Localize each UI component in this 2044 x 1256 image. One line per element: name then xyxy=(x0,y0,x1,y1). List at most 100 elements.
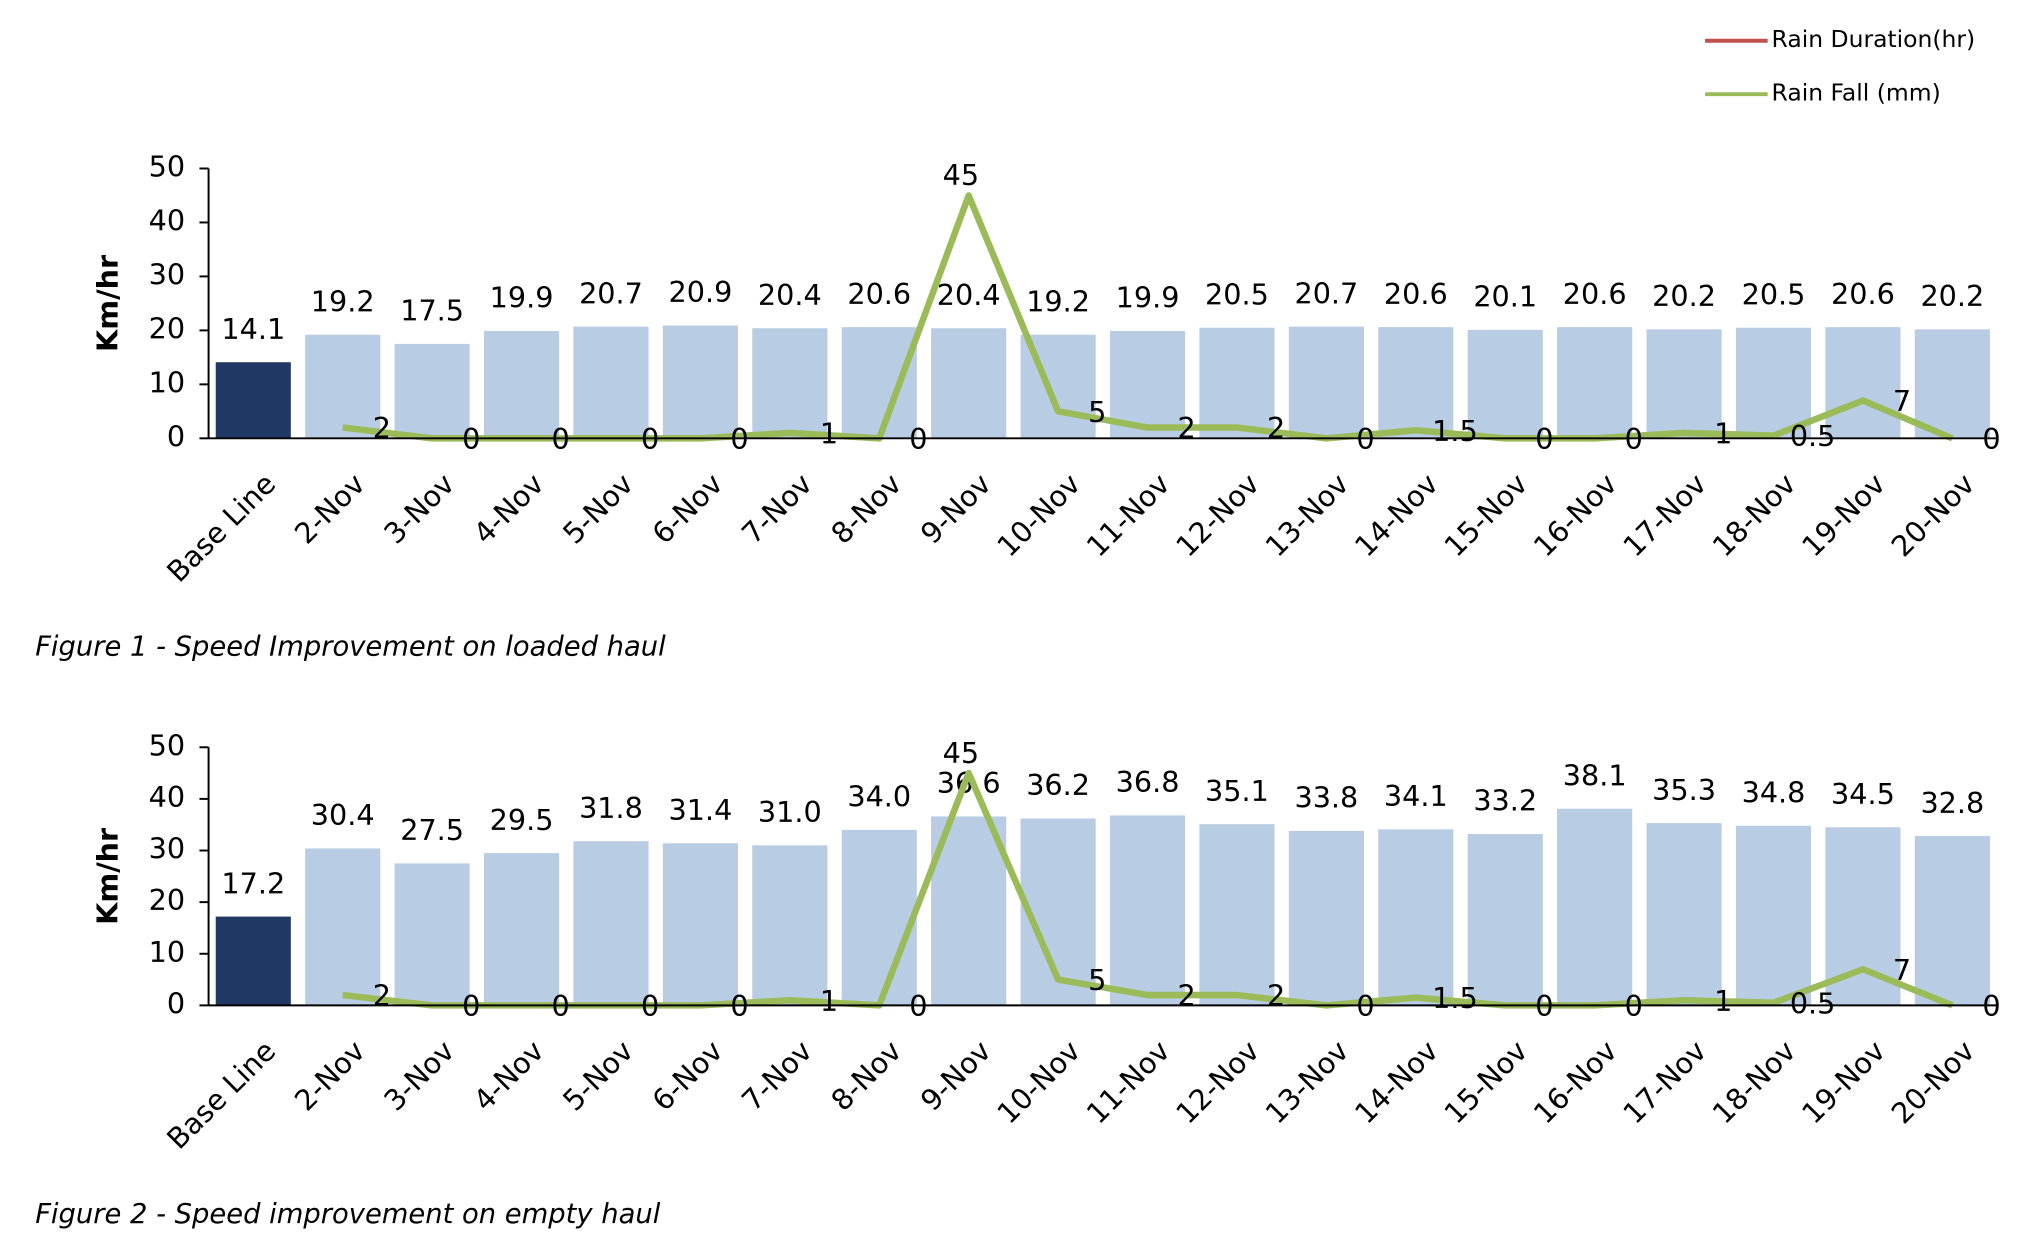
bar-value-label: 30.4 xyxy=(311,798,375,832)
x-tick-label: 14-Nov xyxy=(1348,467,1445,564)
rainfall-label: 2 xyxy=(1267,979,1285,1013)
x-tick-label: 2-Nov xyxy=(288,1034,372,1118)
y-tick-label: 0 xyxy=(167,986,185,1020)
bar xyxy=(662,843,738,1006)
bar-value-label: 20.5 xyxy=(1742,277,1806,311)
x-tick-label: 6-Nov xyxy=(645,467,729,551)
x-tick-label: 13-Nov xyxy=(1259,467,1356,564)
x-tick-label: 6-Nov xyxy=(645,1034,729,1118)
rainfall-label: 2 xyxy=(373,979,391,1013)
bar-value-label: 31.4 xyxy=(669,793,733,827)
x-tick-label: 9-Nov xyxy=(914,1034,998,1118)
x-tick-label: 16-Nov xyxy=(1527,1034,1624,1131)
bar xyxy=(305,334,381,439)
x-tick-label: 5-Nov xyxy=(556,1034,640,1118)
bar xyxy=(394,343,470,439)
x-tick-label: 15-Nov xyxy=(1437,1034,1534,1131)
bar-value-label: 19.2 xyxy=(311,284,375,318)
bar-value-label: 20.6 xyxy=(1831,277,1895,311)
bar-value-label: 20.9 xyxy=(669,275,733,309)
bar-value-label: 34.1 xyxy=(1384,779,1448,813)
bar-value-label: 32.8 xyxy=(1920,786,1984,820)
bar-value-label: 31.8 xyxy=(579,791,643,825)
x-tick-label: 3-Nov xyxy=(377,467,461,551)
bar xyxy=(1378,327,1454,439)
bar-value-label: 34.0 xyxy=(847,780,911,814)
bar-value-label: 20.6 xyxy=(1384,277,1448,311)
bar-value-label: 19.2 xyxy=(1026,284,1090,318)
rainfall-label: 2 xyxy=(1178,411,1196,445)
bar-value-label: 14.1 xyxy=(221,312,285,346)
bar-value-label: 19.9 xyxy=(1116,281,1180,315)
rainfall-label: 1.5 xyxy=(1432,414,1478,448)
rainfall-label: 5 xyxy=(1088,963,1106,997)
bar-value-label: 17.5 xyxy=(400,294,464,328)
y-tick-label: 10 xyxy=(149,935,185,969)
bar xyxy=(573,326,649,439)
y-tick-label: 0 xyxy=(167,419,185,453)
bar xyxy=(1288,830,1364,1006)
bar-value-label: 29.5 xyxy=(490,803,554,837)
x-tick-label: 10-Nov xyxy=(990,467,1087,564)
bar xyxy=(841,327,917,439)
bar-value-label: 20.4 xyxy=(937,278,1001,312)
rainfall-label: 2 xyxy=(373,411,391,445)
bar xyxy=(931,816,1007,1006)
bar-value-label: 20.4 xyxy=(758,278,822,312)
bar xyxy=(1199,327,1275,439)
x-tick-label: 8-Nov xyxy=(824,1034,908,1118)
bar-value-label: 20.7 xyxy=(1294,276,1358,310)
y-tick-label: 50 xyxy=(149,728,185,762)
x-tick-label: 5-Nov xyxy=(556,467,640,551)
bar xyxy=(1914,329,1990,439)
x-tick-label: 11-Nov xyxy=(1080,467,1177,564)
bar xyxy=(1646,823,1722,1006)
figure-caption: Figure 2 - Speed improvement on empty ha… xyxy=(35,1199,661,1230)
x-tick-label: 20-Nov xyxy=(1885,467,1982,564)
y-tick-label: 10 xyxy=(149,365,185,399)
bar-value-label: 20.6 xyxy=(847,277,911,311)
bar xyxy=(1467,329,1543,439)
rainfall-label: 1.5 xyxy=(1432,981,1478,1015)
legend-label: Rain Duration(hr) xyxy=(1772,25,1976,53)
bar xyxy=(215,916,291,1006)
bar xyxy=(1825,327,1901,439)
bar-value-label: 36.8 xyxy=(1116,765,1180,799)
bar xyxy=(841,829,917,1006)
rainfall-label: 7 xyxy=(1893,384,1911,418)
bar xyxy=(1557,327,1633,439)
rainfall-label: 0.5 xyxy=(1790,419,1836,453)
bar-value-label: 35.3 xyxy=(1652,773,1716,807)
rainfall-label: 5 xyxy=(1088,395,1106,429)
x-tick-label: 8-Nov xyxy=(824,467,908,551)
rainfall-label: 45 xyxy=(943,158,979,192)
bar xyxy=(1914,836,1990,1006)
bar xyxy=(215,362,291,439)
y-tick-label: 20 xyxy=(149,311,185,345)
x-tick-label: 19-Nov xyxy=(1795,467,1892,564)
x-tick-label: 17-Nov xyxy=(1616,467,1713,564)
bar-value-label: 20.5 xyxy=(1205,277,1269,311)
bar-value-label: 20.2 xyxy=(1920,279,1984,313)
x-tick-label: Base Line xyxy=(160,1034,282,1156)
x-tick-label: 7-Nov xyxy=(735,467,819,551)
rainfall-label: 45 xyxy=(943,736,979,770)
x-tick-label: 2-Nov xyxy=(288,467,372,551)
bar-value-label: 35.1 xyxy=(1205,774,1269,808)
y-tick-label: 40 xyxy=(149,203,185,237)
bar xyxy=(1735,327,1812,439)
bar xyxy=(573,841,649,1006)
x-tick-label: 11-Nov xyxy=(1080,1034,1177,1131)
bar-value-label: 36.2 xyxy=(1026,768,1090,802)
rainfall-label: 2 xyxy=(1178,979,1196,1013)
bar xyxy=(752,328,828,439)
bar xyxy=(1288,326,1364,439)
bar-value-label: 17.2 xyxy=(221,866,285,900)
x-tick-label: 20-Nov xyxy=(1885,1034,1982,1131)
x-tick-label: 13-Nov xyxy=(1259,1034,1356,1131)
bar-value-label: 20.6 xyxy=(1563,277,1627,311)
bar-value-label: 20.2 xyxy=(1652,279,1716,313)
x-tick-label: 4-Nov xyxy=(467,1034,551,1118)
bar xyxy=(1646,329,1722,439)
